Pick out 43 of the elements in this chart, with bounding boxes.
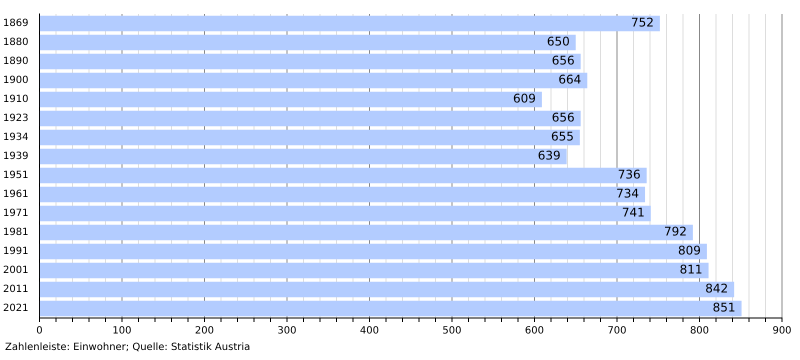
- data-label: 655: [550, 130, 574, 144]
- y-tick-label: 2021: [2, 303, 28, 314]
- y-tick-label: 1981: [2, 227, 28, 238]
- x-tick-label: 900: [772, 326, 792, 337]
- data-label: 809: [678, 244, 701, 258]
- data-label: 851: [712, 300, 736, 315]
- data-label: 639: [538, 148, 561, 163]
- x-tick-label: 200: [194, 326, 214, 337]
- x-tick-label: 100: [112, 326, 132, 337]
- y-tick-label: 1961: [2, 189, 28, 200]
- x-tick-label: 500: [442, 326, 462, 337]
- y-tick-label: 1991: [2, 246, 28, 258]
- text: Zahlenleiste: Einwohner; Quelle: Statistik Austria: [5, 342, 250, 353]
- y-tick-label: 1971: [2, 208, 28, 220]
- y-tick-label: 1890: [2, 56, 28, 68]
- data-label: 664: [558, 72, 582, 87]
- y-tick-label: 1880: [2, 37, 28, 48]
- data-label: 792: [664, 224, 687, 239]
- data-label: 811: [680, 262, 703, 277]
- y-tick-label: 1934: [2, 132, 28, 144]
- y-tick-label: 1900: [2, 75, 28, 86]
- data-label: 609: [513, 92, 536, 106]
- y-tick-label: 1939: [2, 151, 28, 162]
- y-tick-label: 2001: [2, 265, 28, 276]
- x-tick-label: 400: [360, 326, 380, 337]
- y-tick-label: 1910: [2, 94, 28, 106]
- data-label: 656: [552, 110, 575, 125]
- data-label: 656: [552, 54, 575, 68]
- y-tick-label: 1951: [2, 170, 28, 182]
- x-tick-label: 0: [36, 326, 43, 337]
- x-tick-label: 300: [277, 326, 297, 337]
- y-tick-label: 1869: [2, 18, 28, 30]
- data-label: 842: [705, 282, 728, 296]
- y-tick-label: 1923: [2, 113, 28, 124]
- x-tick-label: 800: [690, 326, 710, 337]
- y-tick-label: 2011: [2, 284, 28, 296]
- data-label: 736: [618, 168, 641, 182]
- x-tick-label: 700: [607, 326, 627, 337]
- data-label: 752: [630, 16, 654, 30]
- x-tick-label: 600: [524, 326, 544, 337]
- data-label: 734: [616, 186, 640, 201]
- data-label: 650: [546, 34, 570, 49]
- data-label: 741: [622, 206, 645, 220]
